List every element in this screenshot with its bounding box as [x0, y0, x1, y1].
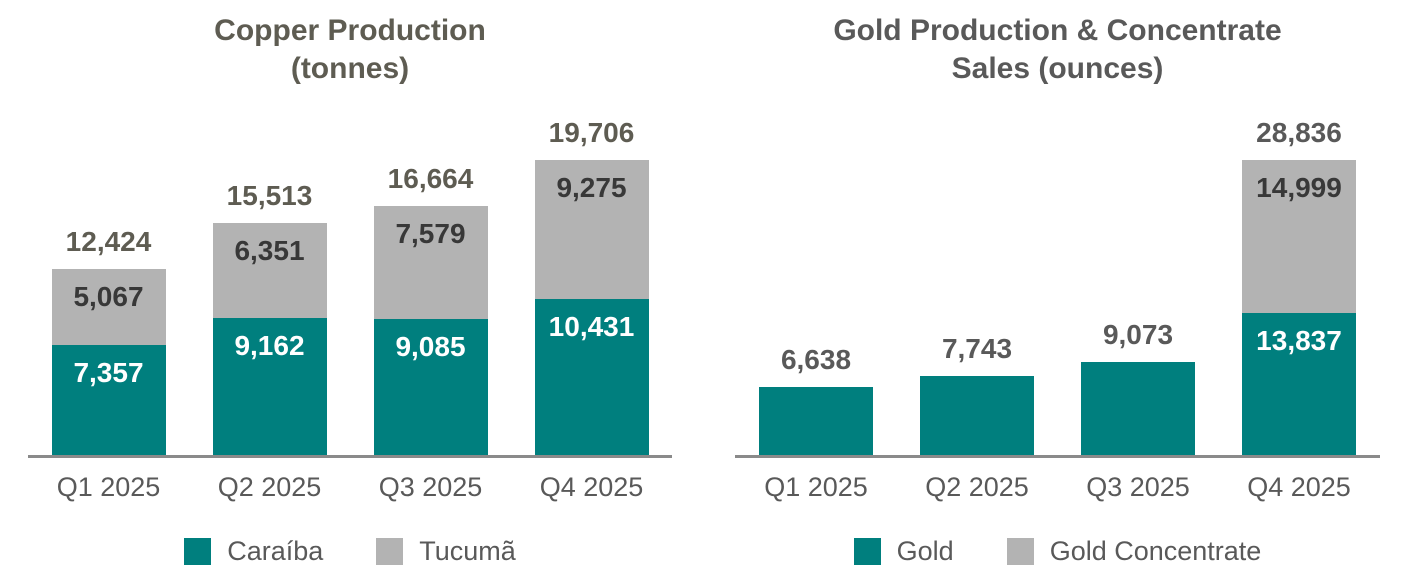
x-tick-q3: Q3 2025 [378, 472, 483, 502]
plot-area: 6,638 7,743 9,073 28,836 14,999 13,837 [735, 118, 1380, 458]
tucuma-legend-label: Tucumã [419, 536, 516, 566]
plot-area: 12,424 5,067 7,357 15,513 6,351 9,162 16,664 7,… [28, 118, 672, 458]
bar-segment-gold [759, 387, 873, 455]
bar-segment-caraíba: 10,431 [534, 298, 649, 455]
gold-production-chart: Gold Production & Concentrate Sales (oun… [735, 0, 1380, 583]
segment-value-label: 7,579 [395, 217, 466, 249]
segment-value-label: 9,275 [556, 172, 627, 204]
bar-total-label: 6,638 [780, 344, 852, 376]
segment-value-label: 14,999 [1256, 172, 1342, 204]
bar-segment-gold-concentrate: 14,999 [1242, 160, 1356, 314]
gold-chart-title: Gold Production & Concentrate Sales (oun… [735, 12, 1380, 88]
bar-total-label: 16,664 [387, 162, 474, 194]
legend-entry-gold: Gold [853, 536, 954, 566]
x-tick-q4: Q4 2025 [1247, 472, 1351, 502]
bar-segment-tucumã: 9,275 [534, 160, 649, 299]
bar-q3-2025: 9,073 [1081, 320, 1195, 455]
gold-legend-label: Gold [896, 536, 954, 566]
bar-segment-caraíba: 9,085 [373, 319, 488, 455]
gold-concentrate-swatch-icon [1006, 537, 1034, 565]
bar-q4-2025: 19,706 9,275 10,431 [534, 118, 649, 455]
legend-entry-gold-concentrate: Gold Concentrate [1006, 536, 1262, 566]
copper-chart-title: Copper Production (tonnes) [28, 12, 672, 88]
bar-q2-2025: 7,743 [920, 333, 1034, 455]
gold-swatch-icon [853, 537, 881, 565]
gold-chart-title-line1: Gold Production & Concentrate [833, 14, 1282, 47]
segment-value-label: 6,351 [234, 234, 305, 266]
copper-chart-title-line2: (tonnes) [290, 52, 410, 85]
bar-segment-tucumã: 6,351 [212, 222, 327, 318]
x-tick-q1: Q1 2025 [764, 472, 868, 502]
bar-total-label: 12,424 [65, 226, 152, 258]
bar-segment-tucumã: 7,579 [373, 205, 488, 319]
bar-segment-caraíba: 7,357 [51, 344, 166, 455]
bar-segment-caraíba: 9,162 [212, 317, 327, 455]
legend-entry-tucuma: Tucumã [376, 536, 516, 566]
segment-value-label: 5,067 [73, 281, 144, 313]
caraiba-legend-label: Caraíba [227, 536, 324, 566]
bar-q4-2025: 28,836 14,999 13,837 [1242, 118, 1356, 455]
bar-q3-2025: 16,664 7,579 9,085 [373, 163, 488, 455]
bar-total-label: 15,513 [226, 179, 313, 211]
gold-chart-title-line2: Sales (ounces) [951, 52, 1164, 85]
gold-concentrate-legend-label: Gold Concentrate [1049, 536, 1262, 566]
segment-value-label: 10,431 [548, 310, 635, 342]
x-tick-q3: Q3 2025 [1086, 472, 1190, 502]
x-axis-ticks: Q1 2025 Q2 2025 Q3 2025 Q4 2025 [735, 472, 1380, 502]
bar-segment-tucumã: 5,067 [51, 269, 166, 345]
bar-q1-2025: 6,638 [759, 345, 873, 455]
copper-legend: Caraíba Tucumã [28, 536, 672, 566]
x-tick-q1: Q1 2025 [56, 472, 161, 502]
bar-segment-gold [1081, 362, 1195, 455]
x-tick-q2: Q2 2025 [217, 472, 322, 502]
segment-value-label: 9,162 [234, 329, 305, 361]
bar-total-label: 19,706 [548, 117, 635, 148]
x-axis-ticks: Q1 2025 Q2 2025 Q3 2025 Q4 2025 [28, 472, 672, 502]
legend-entry-caraiba: Caraíba [184, 536, 323, 566]
gold-legend: Gold Gold Concentrate [735, 536, 1380, 566]
caraiba-swatch-icon [184, 537, 212, 565]
bar-total-label: 28,836 [1256, 117, 1342, 148]
bar-segment-gold: 13,837 [1242, 313, 1356, 455]
copper-production-chart: Copper Production (tonnes) 12,424 5,067 7,… [28, 0, 672, 583]
x-tick-q4: Q4 2025 [539, 472, 644, 502]
segment-value-label: 13,837 [1256, 325, 1342, 357]
bar-total-label: 9,073 [1102, 319, 1174, 351]
bar-q2-2025: 15,513 6,351 9,162 [212, 180, 327, 455]
bar-total-label: 7,743 [941, 332, 1013, 364]
bar-q1-2025: 12,424 5,067 7,357 [51, 227, 166, 455]
bar-segment-gold [920, 375, 1034, 455]
x-tick-q2: Q2 2025 [925, 472, 1029, 502]
tucuma-swatch-icon [376, 537, 404, 565]
segment-value-label: 9,085 [395, 331, 466, 362]
segment-value-label: 7,357 [73, 356, 144, 388]
copper-chart-title-line1: Copper Production [214, 14, 486, 47]
